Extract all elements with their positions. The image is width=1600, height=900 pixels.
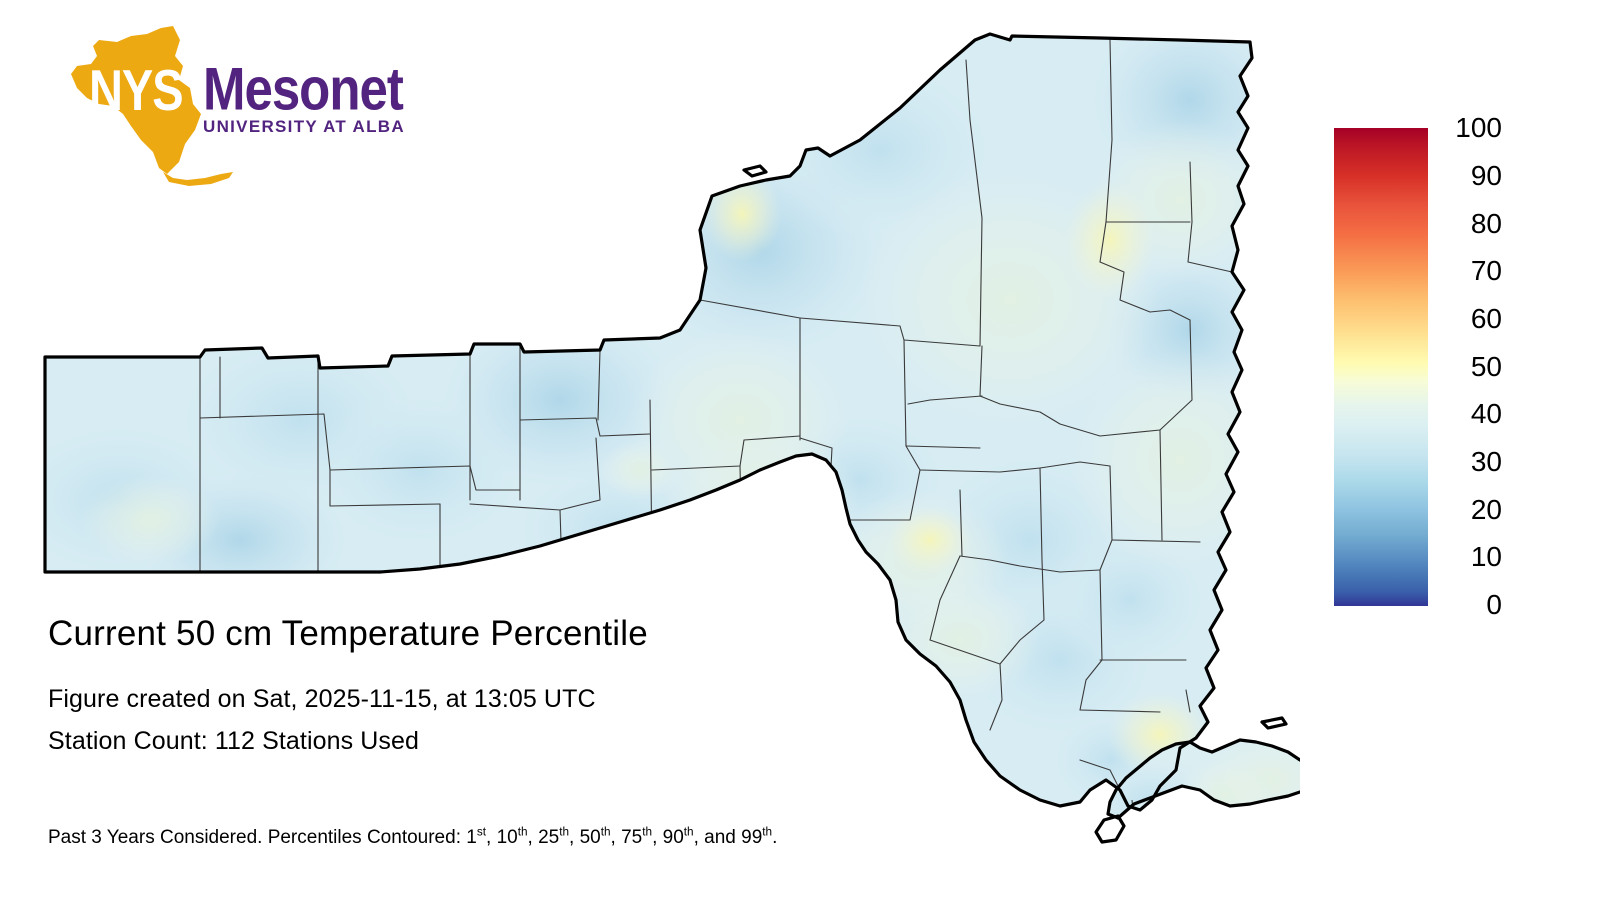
station-count-line: Station Count: 112 Stations Used: [48, 727, 420, 755]
colorbar-tick-0: 0: [1486, 589, 1502, 620]
footnote-percentile-values: 1st, 10th, 25th, 50th, 75th, 90th, and 9…: [466, 825, 778, 848]
colorbar-tick-50: 50: [1470, 351, 1502, 382]
figure-created-line: Figure created on Sat, 2025-11-15, at 13…: [48, 685, 596, 713]
footnote-text: Past 3 Years Considered. Percentiles Con…: [48, 826, 777, 850]
new-york-state-silhouette-icon: [71, 26, 233, 186]
logo-tagline-text: UNIVERSITY AT ALBANY: [203, 117, 405, 136]
colorbar-tick-20: 20: [1470, 494, 1502, 525]
colorbar-tick-90: 90: [1470, 160, 1502, 191]
colorbar-tick-60: 60: [1470, 303, 1502, 334]
colorbar-tick-labels: 100 90 80 70 60 50 40 30 20 10 0: [1444, 0, 1564, 900]
map-figure: [43, 32, 1300, 844]
colorbar-tick-70: 70: [1470, 255, 1502, 286]
colorbar-gradient: [1334, 128, 1428, 606]
footnote-prefix: Past 3 Years Considered. Percentiles Con…: [48, 827, 467, 848]
figure-caption-block: Current 50 cm Temperature Percentile Fig…: [48, 612, 1068, 762]
state-outline: [43, 32, 1300, 844]
colorbar-tick-100: 100: [1455, 112, 1502, 143]
colorbar-tick-30: 30: [1470, 446, 1502, 477]
colorbar-tick-10: 10: [1470, 541, 1502, 572]
page-title: Current 50 cm Temperature Percentile: [48, 614, 648, 653]
logo-nys-text: NYS: [89, 60, 183, 123]
nys-mesonet-logo: NYS Mesonet UNIVERSITY AT ALBANY: [55, 22, 405, 187]
logo-mesonet-text: Mesonet: [203, 55, 403, 122]
colorbar-tick-80: 80: [1470, 208, 1502, 239]
colorbar-tick-40: 40: [1470, 398, 1502, 429]
percentile-colorbar: [1334, 128, 1428, 606]
